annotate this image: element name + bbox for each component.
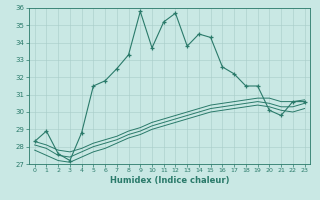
X-axis label: Humidex (Indice chaleur): Humidex (Indice chaleur) xyxy=(110,176,229,185)
